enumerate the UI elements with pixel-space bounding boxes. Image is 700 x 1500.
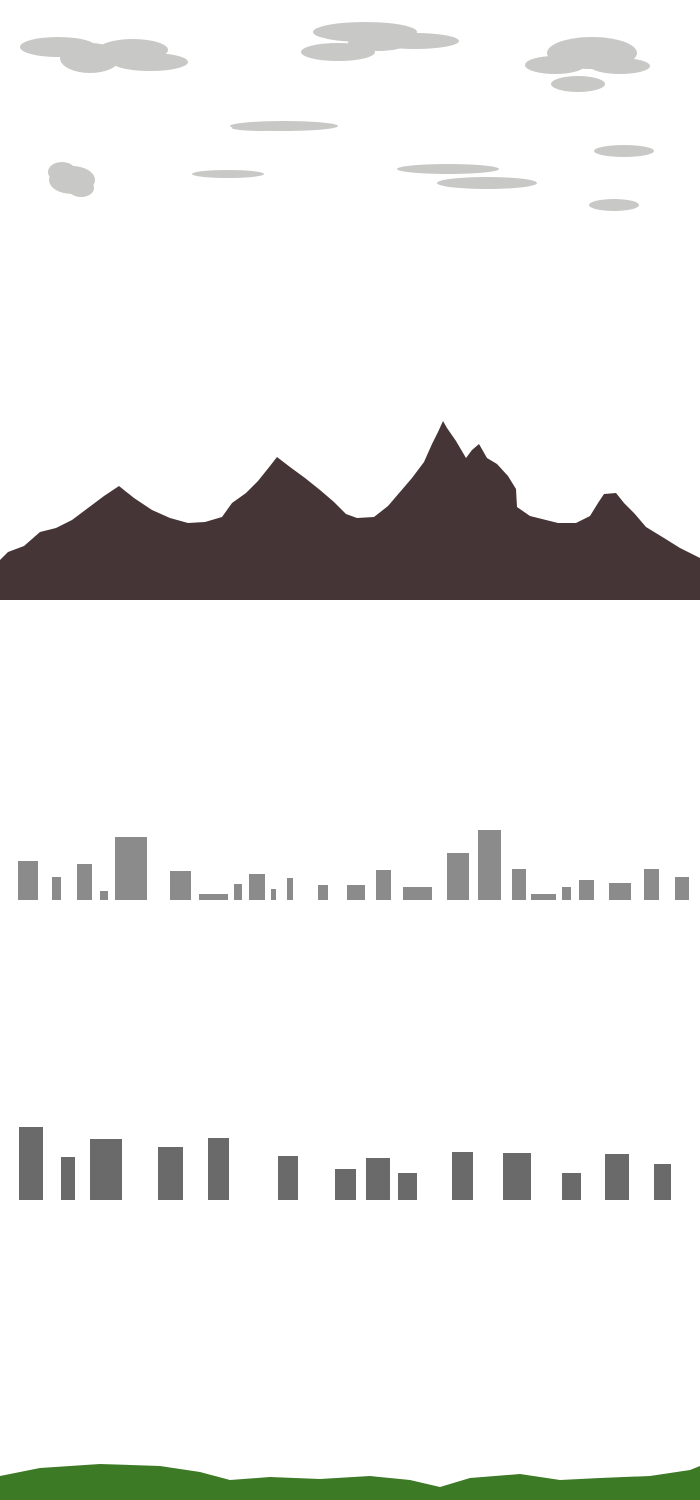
far-building <box>52 877 61 900</box>
near-building <box>61 1157 75 1200</box>
near-building <box>208 1138 229 1200</box>
far-building <box>271 889 276 900</box>
far-building <box>347 885 365 900</box>
cloud <box>397 164 537 189</box>
far-building <box>170 871 191 900</box>
far-building <box>512 869 526 900</box>
far-building <box>447 853 469 900</box>
cloud-puff <box>397 164 499 174</box>
far-building <box>478 830 501 900</box>
far-building <box>115 837 147 900</box>
far-building <box>644 869 659 900</box>
cloud-layer <box>20 22 654 211</box>
far-building <box>199 894 228 900</box>
far-building-layer <box>18 830 689 900</box>
cloud-puff <box>590 58 650 74</box>
cloud-puff <box>348 35 408 51</box>
cloud <box>589 199 639 211</box>
near-building <box>654 1164 671 1200</box>
cloud-puff <box>525 56 585 74</box>
far-building <box>403 887 432 900</box>
cloud-puff <box>551 76 605 92</box>
cloud-puff <box>192 170 264 178</box>
grass-layer <box>0 1464 700 1500</box>
near-building <box>605 1154 629 1200</box>
far-building <box>287 878 293 900</box>
near-building <box>366 1158 390 1200</box>
far-building <box>376 870 391 900</box>
mountain-layer <box>0 421 700 600</box>
far-building <box>77 864 92 900</box>
near-building <box>562 1173 581 1200</box>
far-building <box>562 887 571 900</box>
cloud <box>48 162 95 197</box>
cloud-puff <box>232 125 292 131</box>
far-building <box>18 861 38 900</box>
cloud <box>230 121 338 131</box>
far-building <box>531 894 556 900</box>
near-building <box>503 1153 531 1200</box>
near-building <box>398 1173 417 1200</box>
near-building <box>90 1139 122 1200</box>
near-building <box>278 1156 298 1200</box>
far-building <box>579 880 594 900</box>
far-building <box>249 874 265 900</box>
far-building <box>100 891 108 900</box>
cloud-puff <box>437 177 537 189</box>
cloud-puff <box>68 179 94 197</box>
cloud-puff <box>589 199 639 211</box>
grass-ground <box>0 1464 700 1500</box>
far-building <box>675 877 689 900</box>
cloud-puff <box>594 145 654 157</box>
far-building <box>318 885 328 900</box>
near-building-layer <box>19 1127 671 1200</box>
cloud <box>192 170 264 178</box>
cloud-puff <box>112 53 188 71</box>
cloud <box>20 37 188 73</box>
near-building <box>19 1127 43 1200</box>
cloud-puff <box>48 162 76 182</box>
far-building <box>609 883 631 900</box>
near-building <box>158 1147 183 1200</box>
near-building <box>335 1169 356 1200</box>
mountain-range <box>0 421 700 600</box>
cloud <box>594 145 654 157</box>
cloud <box>301 22 459 61</box>
cloud <box>525 37 650 92</box>
far-building <box>234 884 242 900</box>
near-building <box>452 1152 473 1200</box>
